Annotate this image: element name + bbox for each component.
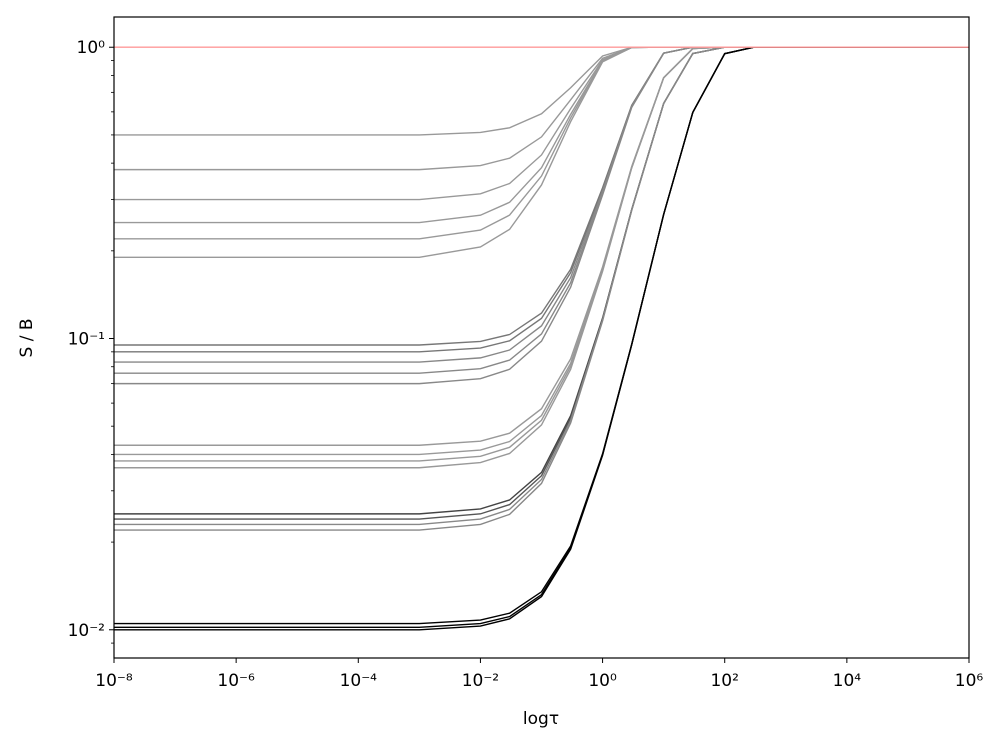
line (114, 46, 969, 240)
line (114, 46, 969, 363)
y-tick-label: 10⁻¹ (68, 330, 105, 350)
line (114, 46, 969, 526)
x-tick-label: 10⁴ (833, 671, 862, 691)
line (114, 46, 969, 520)
line (114, 46, 969, 446)
line (114, 46, 969, 515)
line (114, 46, 969, 631)
line (114, 46, 969, 531)
x-tick-label: 10² (710, 671, 738, 691)
line (114, 46, 969, 456)
x-tick-label: 10⁻⁸ (95, 671, 133, 691)
line (114, 46, 969, 259)
x-tick-label: 10⁻⁴ (340, 671, 378, 691)
x-tick-label: 10⁻² (462, 671, 499, 691)
line (114, 46, 969, 136)
line (114, 46, 969, 462)
x-tick-label: 10⁰ (588, 671, 617, 691)
x-tick-label: 10⁻⁶ (217, 671, 255, 691)
line (114, 46, 969, 346)
line (114, 46, 969, 374)
y-axis-label: S / B (17, 319, 37, 358)
line (114, 46, 969, 171)
y-tick-label: 10⁰ (77, 38, 106, 58)
x-axis-label: logτ (523, 709, 559, 729)
x-tick-label: 10⁶ (955, 671, 984, 691)
y-tick-label: 10⁻² (68, 621, 105, 641)
plot-frame (113, 16, 970, 659)
line (114, 46, 969, 625)
